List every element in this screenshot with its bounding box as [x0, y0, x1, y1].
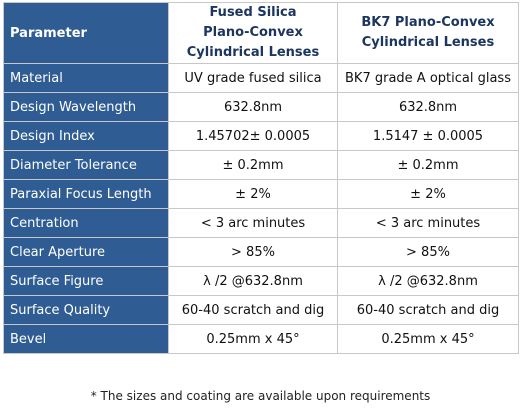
table-row: Surface Figure λ /2 @632.8nm λ /2 @632.8nm [4, 267, 518, 295]
header-line: Cylindrical Lenses [186, 45, 320, 60]
table-row: Paraxial Focus Length ± 2% ± 2% [4, 180, 518, 208]
header-cell: Fused Silica Plano-Convex Cylindrical Lens… [169, 3, 337, 63]
value-cell: UV grade fused silica [169, 64, 337, 92]
header-line: Plano-Convex [203, 25, 303, 40]
parameter-cell: Material [4, 64, 168, 92]
parameter-cell: Diameter Tolerance [4, 151, 168, 179]
value-cell: 0.25mm x 45° [169, 325, 337, 353]
header-line: Fused Silica [209, 5, 297, 20]
value-cell: ± 0.2mm [338, 151, 518, 179]
parameter-cell: Surface Quality [4, 296, 168, 324]
value-cell: > 85% [338, 238, 518, 266]
table-row: Surface Quality 60-40 scratch and dig 60-4… [4, 296, 518, 324]
parameter-cell: Bevel [4, 325, 168, 353]
parameter-cell: Design Wavelength [4, 93, 168, 121]
value-cell: 632.8nm [338, 93, 518, 121]
header-row: Parameter Fused Silica Plano-Convex Cylindr… [4, 3, 518, 63]
table-row: Bevel 0.25mm x 45° 0.25mm x 45° [4, 325, 518, 353]
table-row: Design Index 1.45702± 0.0005 1.5147 ± 0.00… [4, 122, 518, 150]
value-cell: 60-40 scratch and dig [338, 296, 518, 324]
value-cell: λ /2 @632.8nm [169, 267, 337, 295]
value-cell: > 85% [169, 238, 337, 266]
parameter-cell: Surface Figure [4, 267, 168, 295]
value-cell: 0.25mm x 45° [338, 325, 518, 353]
value-cell: ± 2% [169, 180, 337, 208]
header-line: Cylindrical Lenses [361, 35, 495, 50]
table-row: Centration < 3 arc minutes < 3 arc minutes [4, 209, 518, 237]
value-cell: < 3 arc minutes [169, 209, 337, 237]
value-cell: ± 2% [338, 180, 518, 208]
value-cell: ± 0.2mm [169, 151, 337, 179]
parameter-cell: Design Index [4, 122, 168, 150]
header-line: BK7 Plano-Convex [361, 15, 495, 30]
header-cell: Parameter [4, 3, 168, 63]
table-row: Clear Aperture > 85% > 85% [4, 238, 518, 266]
value-cell: BK7 grade A optical glass [338, 64, 518, 92]
table-row: Diameter Tolerance ± 0.2mm ± 0.2mm [4, 151, 518, 179]
header-line: Parameter [10, 25, 87, 41]
value-cell: < 3 arc minutes [338, 209, 518, 237]
table-row: Design Wavelength 632.8nm 632.8nm [4, 93, 518, 121]
header-cell: BK7 Plano-Convex Cylindrical Lenses [338, 3, 518, 63]
value-cell: 60-40 scratch and dig [169, 296, 337, 324]
table-row: Material UV grade fused silica BK7 grade A… [4, 64, 518, 92]
value-cell: 632.8nm [169, 93, 337, 121]
spec-table: Parameter Fused Silica Plano-Convex Cylindr… [3, 2, 519, 354]
value-cell: 1.5147 ± 0.0005 [338, 122, 518, 150]
parameter-cell: Clear Aperture [4, 238, 168, 266]
parameter-cell: Paraxial Focus Length [4, 180, 168, 208]
value-cell: 1.45702± 0.0005 [169, 122, 337, 150]
value-cell: λ /2 @632.8nm [338, 267, 518, 295]
parameter-cell: Centration [4, 209, 168, 237]
footnote: * The sizes and coating are available up… [90, 389, 431, 403]
